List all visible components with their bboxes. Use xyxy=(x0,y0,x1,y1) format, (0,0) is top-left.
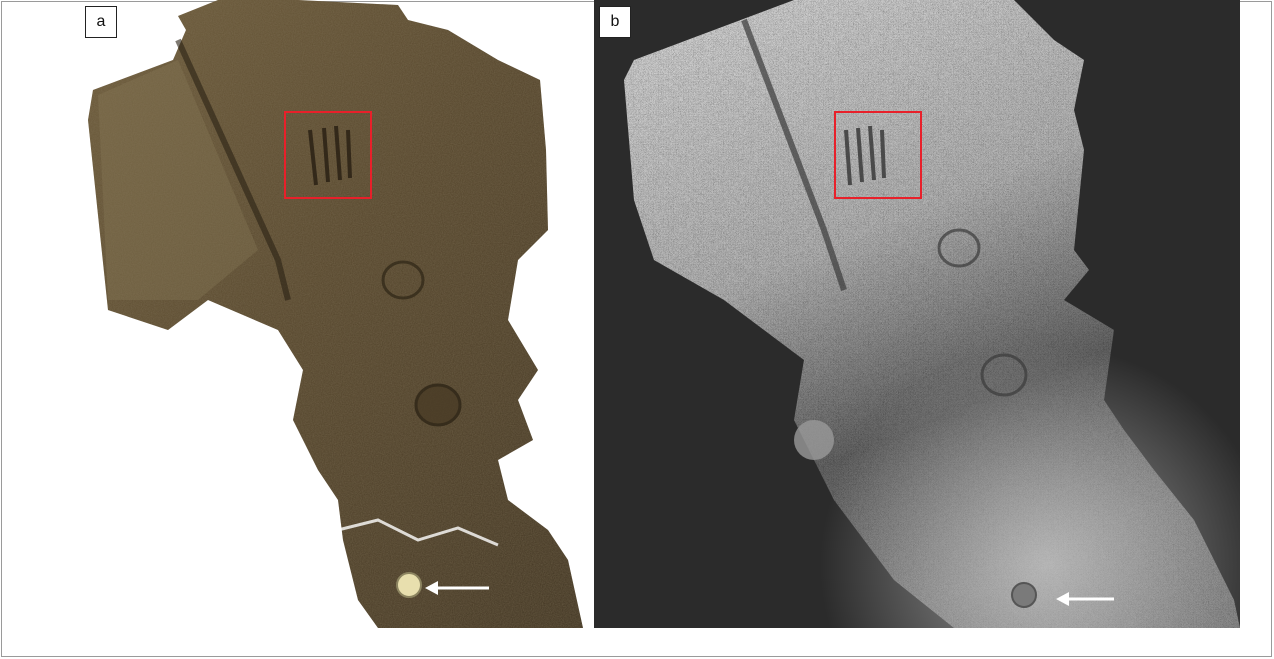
soil-texture xyxy=(88,0,583,628)
lower-glow xyxy=(594,0,1240,628)
cloud-footprint-2 xyxy=(980,353,1028,397)
left-arrow-icon xyxy=(1056,592,1114,606)
trench-wall xyxy=(98,60,258,300)
panel-a-image xyxy=(78,0,583,628)
cloud-scale-coin xyxy=(1011,582,1037,608)
left-arrow-icon xyxy=(425,581,489,595)
footprint-1 xyxy=(381,260,425,300)
region-of-interest-box-b xyxy=(834,111,922,199)
panel-b-image xyxy=(594,0,1240,628)
scale-coin xyxy=(396,572,422,598)
cloud-skeletal-remains xyxy=(844,125,886,186)
point-cloud-graphic xyxy=(594,0,1240,628)
surface-gap xyxy=(337,518,499,547)
cloud-trench-edge xyxy=(741,18,847,291)
textured-surface-graphic xyxy=(88,0,583,628)
skeletal-remains xyxy=(308,125,352,186)
footprint-2 xyxy=(414,383,462,427)
trench-edge xyxy=(175,38,291,301)
panel-a-label: a xyxy=(85,6,117,38)
panel-b-label: b xyxy=(599,6,631,38)
cloud-footprint-1 xyxy=(937,228,981,268)
cloud-bright-spot xyxy=(794,420,834,460)
region-of-interest-box-a xyxy=(284,111,372,199)
